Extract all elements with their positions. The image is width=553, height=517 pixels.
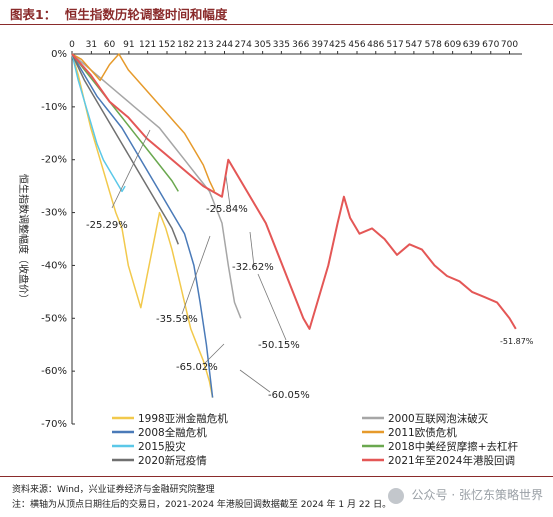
- source-note: 资料来源：Wind，兴业证券经济与金融研究院整理: [12, 485, 215, 495]
- legend-label: 2020新冠疫情: [138, 454, 207, 467]
- x-tick-label: 397: [312, 40, 329, 50]
- x-tick-label: 486: [367, 40, 384, 50]
- x-tick-label: 517: [387, 40, 404, 50]
- annotation-label: -50.15%: [258, 340, 300, 351]
- x-tick-label: 31: [86, 40, 97, 50]
- y-axis-label: 恒生指数调整幅度（收盘价）: [17, 174, 30, 304]
- annotation-label: -35.59%: [156, 314, 198, 325]
- annotation-label: -51.87%: [500, 337, 534, 346]
- figure-title: 图表1： 恒生指数历轮调整时间和幅度: [10, 7, 228, 22]
- annotation-label: -32.62%: [232, 262, 274, 273]
- watermark: 公众号 · 张忆东策略世界: [387, 486, 543, 504]
- x-tick-label: 366: [292, 40, 309, 50]
- chart: 0 31 60 91 121 152 182 213 244 274 305 335 366 397 425…: [17, 40, 534, 467]
- x-tick-label: 91: [123, 40, 134, 50]
- x-tick-label: 547: [405, 40, 422, 50]
- y-tick-label: -30%: [41, 208, 67, 219]
- axis-note: 注：横轴为从顶点日期往后的交易日，2021-2024 年港股回调数据截至 202…: [12, 500, 392, 510]
- y-tick-label: -20%: [41, 155, 67, 166]
- y-tick-label: -10%: [41, 102, 67, 113]
- x-tick-label: 0: [69, 40, 75, 50]
- annotation-leader: [249, 231, 255, 267]
- footer-rule: [0, 476, 553, 477]
- x-tick-label: 578: [425, 40, 442, 50]
- y-tick-label: -40%: [41, 260, 67, 271]
- annotation-leader: [203, 343, 225, 365]
- x-tick-label: 335: [273, 40, 290, 50]
- series-line: [71, 53, 242, 319]
- annotation-label: -60.05%: [268, 390, 310, 401]
- legend-label: 2021年至2024年港股回调: [388, 454, 515, 467]
- x-tick-label: 609: [444, 40, 461, 50]
- annotation-leader: [181, 235, 211, 315]
- x-tick-label: 670: [482, 40, 499, 50]
- x-tick-label: 213: [197, 40, 214, 50]
- legend-label: 2011欧债危机: [388, 426, 457, 439]
- x-tick-label: 121: [139, 40, 156, 50]
- grid: [71, 53, 522, 424]
- series-line: [71, 53, 179, 192]
- series-line: [71, 53, 126, 193]
- x-ticks: 0 31 60 91 121 152 182 213 244 274 305 335 366 397 425…: [69, 40, 518, 54]
- y-tick-label: -70%: [41, 419, 67, 430]
- x-tick-label: 456: [348, 40, 365, 50]
- y-tick-label: 0%: [51, 49, 67, 60]
- watermark-text: 公众号 · 张忆东策略世界: [411, 488, 543, 502]
- annotation-label: -25.84%: [206, 204, 248, 215]
- series-line: [71, 53, 179, 245]
- x-tick-label: 639: [463, 40, 480, 50]
- legend-label: 2018中美经贸摩擦+去杠杆: [388, 440, 519, 453]
- annotation-leader: [225, 175, 231, 207]
- x-tick-label: 152: [158, 40, 175, 50]
- y-tick-label: -60%: [41, 366, 67, 377]
- y-tick-label: -50%: [41, 313, 67, 324]
- x-tick-label: 305: [254, 40, 271, 50]
- legend-label: 1998亚洲金融危机: [138, 412, 228, 425]
- y-ticks: 0% -10% -20% -30% -40% -50% -60% -70%: [41, 49, 75, 430]
- series-line: [71, 53, 517, 330]
- wechat-icon: [387, 487, 404, 504]
- x-tick-label: 182: [177, 40, 194, 50]
- legend-label: 2015股灾: [138, 440, 186, 453]
- series-line: [71, 53, 216, 192]
- legend-label: 2000互联网泡沫破灭: [388, 412, 489, 425]
- legend-label: 2008全融危机: [138, 426, 207, 439]
- annotation-leader: [257, 273, 287, 341]
- series: [71, 53, 517, 398]
- x-tick-label: 244: [216, 40, 233, 50]
- annotation-label: -65.02%: [176, 362, 218, 373]
- x-tick-label: 274: [235, 40, 252, 50]
- title-rule: [0, 24, 553, 25]
- x-tick-label: 60: [104, 40, 116, 50]
- x-tick-label: 700: [501, 40, 518, 50]
- series-line: [71, 53, 214, 398]
- annotation-leader: [239, 369, 271, 393]
- annotation-leader: [111, 129, 151, 209]
- annotation-label: -25.29%: [86, 220, 128, 231]
- x-tick-label: 425: [329, 40, 346, 50]
- series-line: [71, 53, 214, 398]
- figure-title-bar: 图表1： 恒生指数历轮调整时间和幅度: [0, 0, 553, 26]
- annotations: -25.29% -25.84% -32.62% -35.59% -50.15% -65.0…: [86, 129, 534, 401]
